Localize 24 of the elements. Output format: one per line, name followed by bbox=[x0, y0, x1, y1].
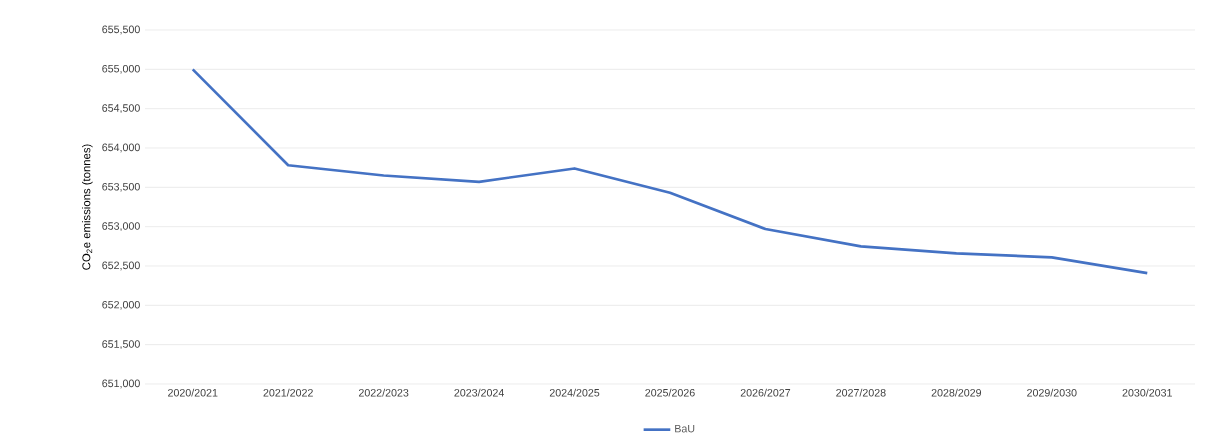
x-tick-label: 2023/2024 bbox=[454, 388, 504, 397]
y-tick-label: 655,000 bbox=[102, 64, 140, 74]
x-tick-label: 2024/2025 bbox=[549, 388, 600, 397]
x-tick-label: 2030/2031 bbox=[1122, 388, 1172, 397]
x-tick-label: 2028/2029 bbox=[931, 388, 982, 397]
y-tick-label: 651,000 bbox=[102, 379, 140, 389]
y-tick-label: 653,000 bbox=[102, 222, 140, 232]
y-tick-label: 652,500 bbox=[102, 261, 140, 271]
x-tick-label: 2022/2023 bbox=[358, 388, 409, 397]
y-tick-label: 652,000 bbox=[102, 300, 140, 310]
y-tick-label: 651,500 bbox=[102, 340, 140, 350]
legend-label: BaU bbox=[675, 424, 695, 433]
line-series bbox=[191, 67, 1149, 275]
x-tick-label: 2025/2026 bbox=[645, 388, 695, 397]
x-tick-label: 2027/2028 bbox=[836, 388, 886, 397]
x-tick-label: 2029/2030 bbox=[1027, 388, 1077, 397]
y-tick-label: 654,500 bbox=[102, 104, 140, 114]
y-tick-label: 653,500 bbox=[102, 182, 140, 192]
x-tick-label: 2026/2027 bbox=[740, 388, 791, 397]
y-tick-label: 655,500 bbox=[102, 25, 140, 35]
x-tick-label: 2021/2022 bbox=[263, 388, 313, 397]
y-tick-label: 654,000 bbox=[102, 143, 140, 153]
y-axis-title: CO$_{2}$e emissions (tonnes) bbox=[82, 144, 93, 270]
x-tick-label: 2020/2021 bbox=[168, 388, 218, 397]
